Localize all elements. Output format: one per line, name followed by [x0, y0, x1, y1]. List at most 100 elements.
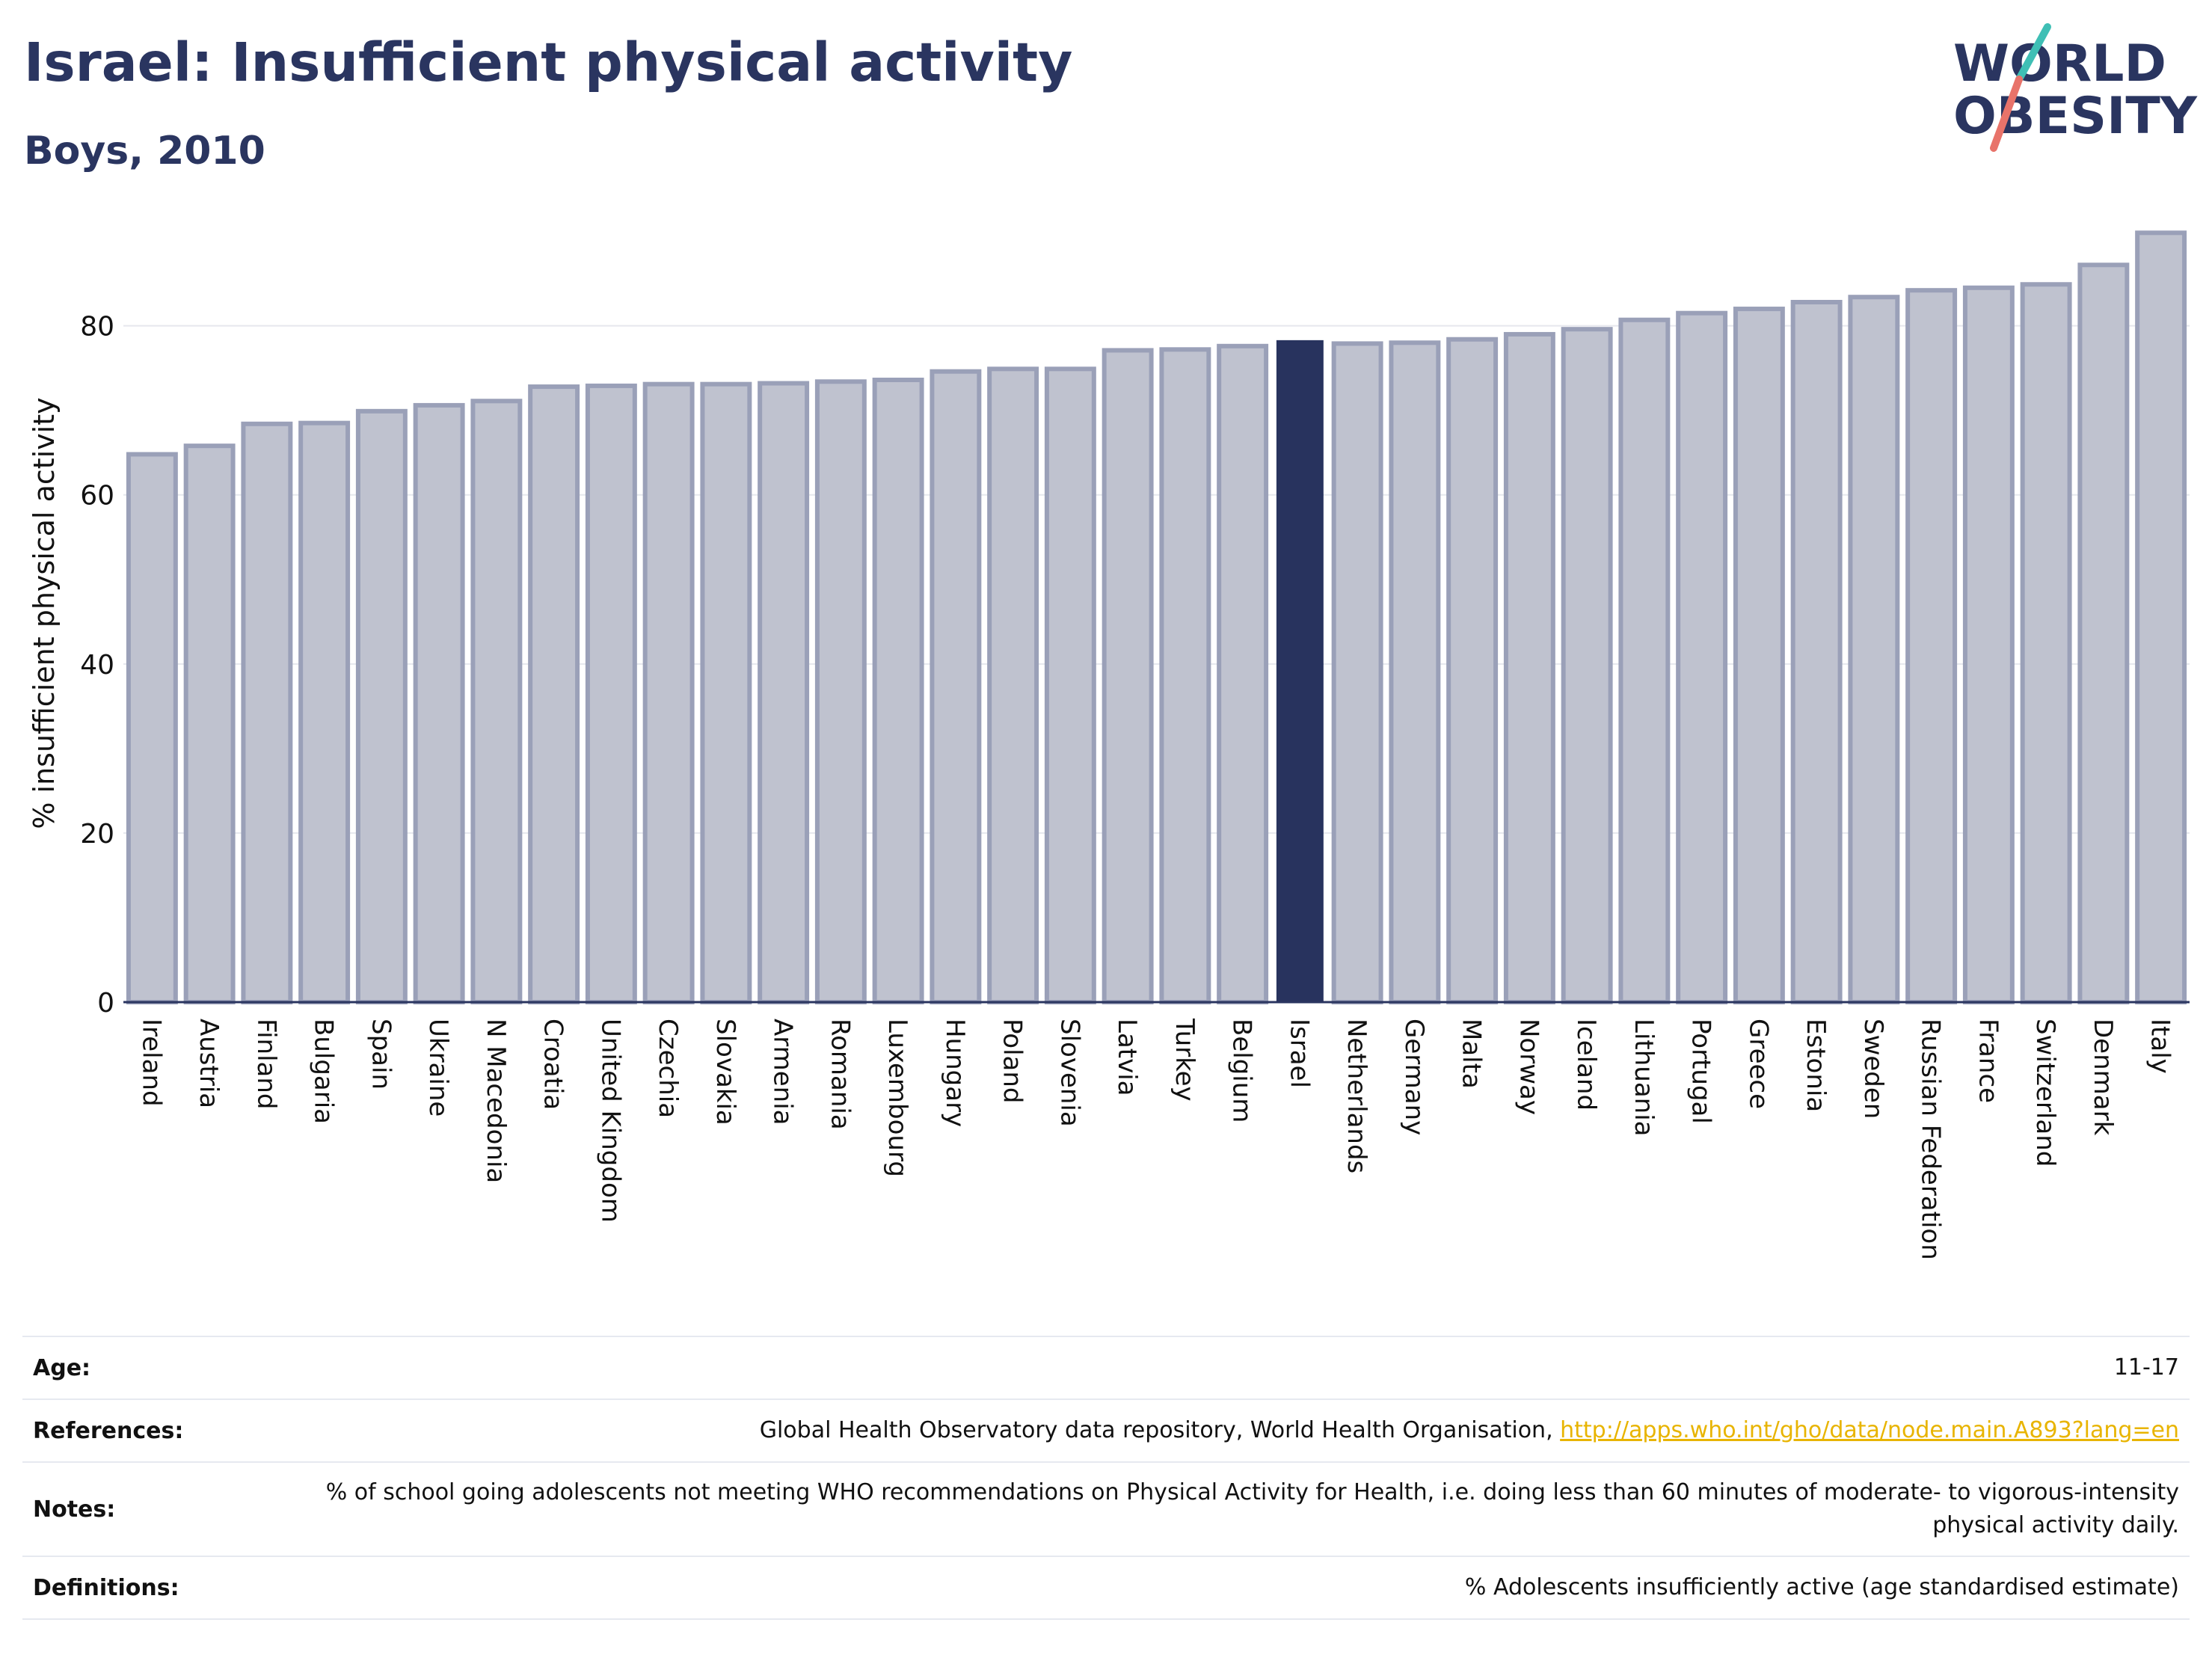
x-tick-label: Slovenia	[1054, 1019, 1084, 1127]
info-value-definitions: % Adolescents insufficiently active (age…	[268, 1556, 2190, 1620]
y-tick-label: 40	[80, 650, 114, 681]
bar-israel	[1276, 340, 1324, 1002]
axes: 0 20 40 60 80 Ireland Austria Finland Bulgaria Sp…	[80, 312, 2190, 1260]
x-tick-label: Armenia	[768, 1019, 798, 1126]
bar-lithuania	[1618, 317, 1671, 1004]
logo-text-obesity: OBESITY	[1953, 87, 2198, 146]
x-tick-label: Hungary	[940, 1019, 970, 1127]
bar-croatia	[528, 384, 580, 1004]
bar-malta	[1446, 337, 1499, 1004]
x-tick-label: France	[1973, 1019, 2003, 1103]
references-link[interactable]: http://apps.who.int/gho/data/node.main.A…	[1560, 1417, 2179, 1443]
logo-slash-coral	[1990, 76, 2023, 152]
info-label-definitions: Definitions:	[22, 1556, 268, 1620]
bar-iceland	[1561, 327, 1613, 1005]
bar-romania	[814, 379, 867, 1004]
x-tick-label: Belgium	[1227, 1019, 1257, 1123]
bar-turkey	[1159, 347, 1211, 1005]
x-tick-label: Russian Federation	[1916, 1019, 1946, 1260]
x-tick-label: United Kingdom	[595, 1019, 625, 1223]
bar-norway	[1503, 331, 1555, 1004]
x-tick-label: Italy	[2145, 1019, 2175, 1074]
x-tick-label: Portugal	[1686, 1019, 1716, 1124]
bar-chart: 0 20 40 60 80 Ireland Austria Finland Bulgaria Sp…	[28, 230, 2190, 1260]
bar-finland	[241, 421, 293, 1004]
bar-russian-federation	[1905, 288, 1958, 1005]
logo-slash-teal	[2015, 23, 2051, 83]
world-obesity-logo: WORLD OBESITY	[1953, 23, 2198, 152]
info-row-references: References: Global Health Observatory da…	[22, 1398, 2190, 1463]
info-value-notes: % of school going adolescents not meetin…	[268, 1461, 2190, 1557]
y-tick-label: 80	[80, 312, 114, 343]
bar-france	[1962, 285, 2015, 1005]
bar-latvia	[1102, 348, 1154, 1005]
bar-austria	[183, 443, 236, 1004]
y-tick-label: 60	[80, 481, 114, 512]
bar-armenia	[758, 381, 810, 1004]
x-tick-label: Slovakia	[710, 1019, 740, 1126]
info-value-references: Global Health Observatory data repositor…	[268, 1398, 2190, 1463]
x-tick-label: Turkey	[1170, 1018, 1199, 1102]
x-tick-label: Czechia	[653, 1019, 683, 1118]
bar-portugal	[1676, 310, 1728, 1004]
grid-lines	[123, 325, 2190, 834]
info-label-age: Age:	[22, 1336, 268, 1400]
x-tick-label: Sweden	[1858, 1019, 1888, 1119]
y-tick-label: 0	[97, 988, 114, 1019]
x-tick-label: Spain	[366, 1019, 396, 1090]
x-tick-label: Luxembourg	[882, 1019, 912, 1177]
bar-greece	[1733, 307, 1785, 1005]
bar-hungary	[930, 369, 982, 1004]
bar-ireland	[126, 452, 178, 1004]
bar-switzerland	[2020, 282, 2072, 1004]
x-tick-label: Greece	[1743, 1019, 1773, 1109]
x-tick-label: Romania	[825, 1019, 855, 1130]
info-table: Age: 11-17 References: Global Health Obs…	[22, 1336, 2190, 1620]
x-tick-label: Netherlands	[1342, 1019, 1371, 1173]
bar-slovenia	[1044, 366, 1096, 1005]
bar-luxembourg	[872, 378, 924, 1004]
bar-spain	[355, 408, 408, 1004]
x-tick-label: Ukraine	[423, 1019, 453, 1117]
logo-text-world: WORLD	[1953, 34, 2166, 93]
bar-united-kingdom	[585, 383, 637, 1004]
x-tick-label: Denmark	[2088, 1019, 2118, 1136]
x-tick-label: Malta	[1457, 1019, 1487, 1089]
x-tick-label: Israel	[1284, 1019, 1314, 1088]
x-tick-label: Bulgaria	[309, 1019, 339, 1124]
info-label-references: References:	[22, 1398, 268, 1463]
references-text: Global Health Observatory data repositor…	[759, 1417, 1561, 1443]
x-tick-label: Finland	[251, 1019, 281, 1110]
bar-n-macedonia	[470, 399, 523, 1004]
bar-ukraine	[413, 402, 465, 1004]
y-tick-label: 20	[80, 819, 114, 850]
bar-germany	[1389, 340, 1441, 1004]
bar-netherlands	[1331, 341, 1383, 1004]
x-tick-label: Estonia	[1801, 1019, 1831, 1112]
x-tick-label: Latvia	[1112, 1019, 1142, 1096]
bar-sweden	[1848, 295, 1900, 1004]
x-tick-label: Austria	[194, 1019, 224, 1108]
bar-poland	[987, 366, 1039, 1005]
bar-czechia	[642, 381, 695, 1004]
x-tick-label: Norway	[1514, 1019, 1543, 1115]
x-tick-label: Switzerland	[2030, 1019, 2060, 1167]
x-tick-label: Poland	[998, 1019, 1027, 1104]
bar-estonia	[1790, 300, 1843, 1004]
page-title: Israel: Insufficient physical activity	[24, 31, 1073, 93]
info-row-age: Age: 11-17	[22, 1336, 2190, 1400]
bar-belgium	[1217, 343, 1269, 1005]
bar-slovakia	[700, 381, 752, 1004]
x-tick-label: N Macedonia	[481, 1019, 511, 1183]
x-tick-label: Ireland	[136, 1019, 166, 1107]
info-label-notes: Notes:	[22, 1461, 268, 1557]
x-tick-label: Germany	[1399, 1019, 1429, 1135]
bars	[126, 230, 2187, 1005]
x-tick-label: Iceland	[1571, 1019, 1601, 1111]
page-subtitle: Boys, 2010	[24, 129, 265, 174]
x-tick-label: Croatia	[538, 1019, 568, 1110]
info-row-notes: Notes: % of school going adolescents not…	[22, 1461, 2190, 1557]
y-axis-title: % insufficient physical activity	[28, 397, 61, 829]
x-tick-label: Lithuania	[1629, 1019, 1659, 1136]
bar-denmark	[2077, 262, 2130, 1004]
